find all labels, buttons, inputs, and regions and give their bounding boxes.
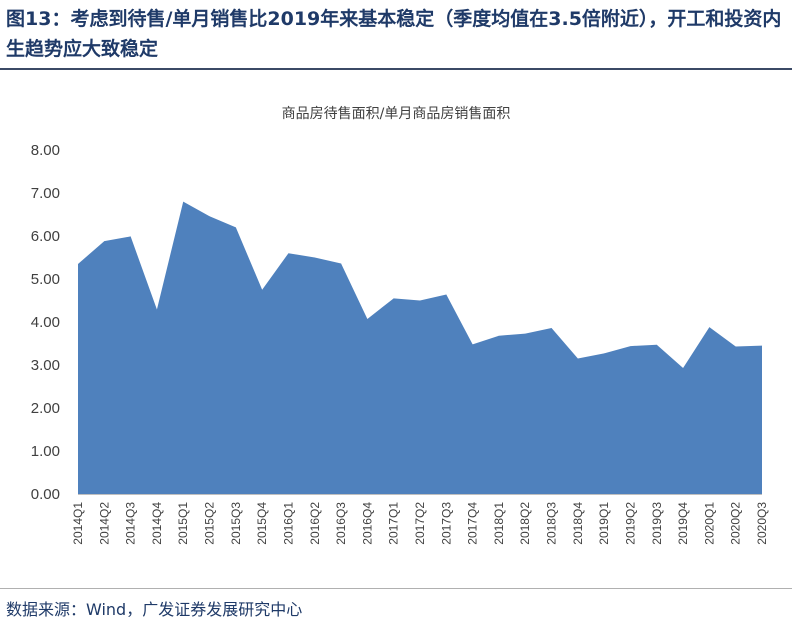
- x-tick-label: 2019Q2: [623, 502, 637, 545]
- x-tick-label: 2018Q2: [518, 502, 532, 545]
- y-tick-label: 7.00: [31, 185, 60, 202]
- x-tick-label: 2016Q4: [360, 502, 374, 545]
- x-tick-label: 2014Q1: [71, 502, 85, 545]
- y-tick-label: 2.00: [31, 400, 60, 417]
- x-tick-label: 2015Q3: [229, 502, 243, 545]
- source-note: 数据来源：Wind，广发证券发展研究中心: [6, 600, 303, 619]
- title-divider: [0, 68, 792, 70]
- x-tick-label: 2020Q1: [702, 502, 716, 545]
- x-tick-label: 2017Q4: [466, 502, 480, 545]
- y-axis-ticks: 0.00 1.00 2.00 3.00 4.00 5.00 6.00 7.00 8.00: [31, 142, 60, 503]
- x-tick-label: 2019Q3: [650, 502, 664, 545]
- y-tick-label: 4.00: [31, 314, 60, 331]
- area-series: [77, 201, 763, 494]
- x-tick-label: 2017Q3: [439, 502, 453, 545]
- y-tick-label: 1.00: [31, 443, 60, 460]
- y-tick-label: 3.00: [31, 357, 60, 374]
- y-tick-label: 6.00: [31, 228, 60, 245]
- source-divider: [0, 588, 792, 589]
- x-tick-label: 2014Q2: [97, 502, 111, 545]
- x-tick-label: 2019Q1: [597, 502, 611, 545]
- x-tick-label: 2019Q4: [676, 502, 690, 545]
- x-tick-label: 2017Q2: [413, 502, 427, 545]
- x-tick-label: 2015Q1: [176, 502, 190, 545]
- x-tick-label: 2015Q4: [255, 502, 269, 545]
- x-tick-label: 2020Q3: [755, 502, 769, 545]
- y-tick-label: 8.00: [31, 142, 60, 159]
- x-tick-label: 2015Q2: [203, 502, 217, 545]
- x-tick-label: 2018Q4: [571, 502, 585, 545]
- figure-title: 图13：考虑到待售/单月销售比2019年来基本稳定（季度均值在3.5倍附近），开…: [6, 8, 782, 60]
- x-tick-label: 2016Q1: [281, 502, 295, 545]
- x-tick-label: 2018Q3: [545, 502, 559, 545]
- area-fill: [78, 201, 762, 494]
- x-tick-label: 2020Q2: [729, 502, 743, 545]
- y-tick-label: 5.00: [31, 271, 60, 288]
- x-tick-label: 2016Q3: [334, 502, 348, 545]
- chart-title: 商品房待售面积/单月商品房销售面积: [282, 106, 511, 122]
- y-tick-label: 0.00: [31, 486, 60, 503]
- x-tick-label: 2014Q3: [124, 502, 138, 545]
- x-axis-ticks: 2014Q1 2014Q2 2014Q3 2014Q4 2015Q1 2015Q2 2015…: [71, 502, 769, 545]
- x-tick-label: 2017Q1: [387, 502, 401, 545]
- x-tick-label: 2014Q4: [150, 502, 164, 545]
- x-tick-label: 2018Q1: [492, 502, 506, 545]
- x-tick-label: 2016Q2: [308, 502, 322, 545]
